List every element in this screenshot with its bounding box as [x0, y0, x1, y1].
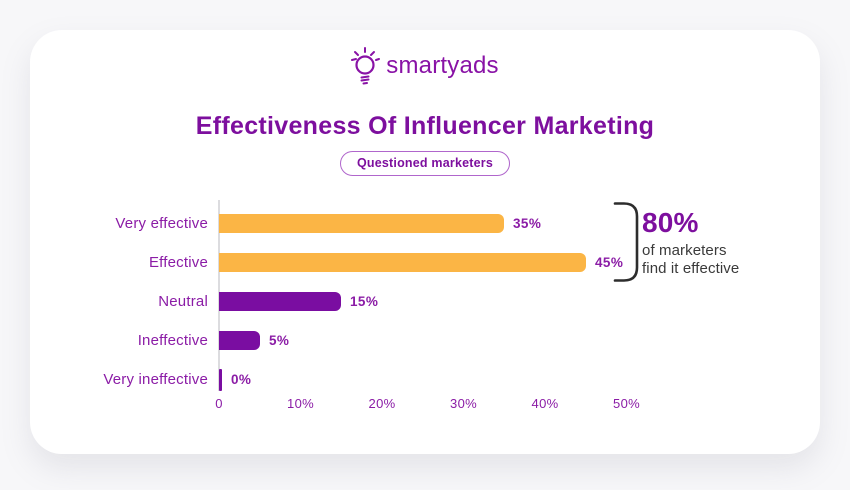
annotation: 80% of marketers find it effective	[642, 209, 812, 277]
page-title: Effectiveness Of Influencer Marketing	[195, 112, 655, 140]
lightbulb-icon	[351, 47, 381, 85]
annotation-headline: 80%	[642, 207, 699, 238]
brand-name: smartyads	[386, 52, 499, 79]
badge-wrap: Questioned marketers	[0, 151, 850, 176]
x-tick-label: 30%	[450, 396, 477, 411]
value-label: 15%	[350, 294, 379, 309]
bar	[219, 368, 222, 391]
category-label: Very effective	[115, 215, 208, 232]
category-label: Effective	[148, 254, 208, 271]
category-label: Neutral	[158, 293, 208, 310]
value-label: 0%	[231, 372, 252, 387]
value-label: 45%	[595, 255, 624, 270]
x-tick-label: 0	[215, 396, 223, 411]
chart-card	[30, 30, 820, 454]
x-tick-label: 40%	[531, 396, 559, 411]
annotation-line1: of marketers	[642, 242, 727, 259]
bar	[219, 331, 260, 350]
x-tick-label: 10%	[287, 396, 314, 411]
survey-badge: Questioned marketers	[340, 151, 510, 176]
y-axis-line	[218, 200, 220, 391]
x-tick-label: 50%	[613, 396, 640, 411]
bracket-icon	[613, 202, 639, 282]
brand-logo: smartyads	[0, 46, 850, 86]
bar	[219, 253, 586, 272]
category-label: Very ineffective	[103, 371, 208, 388]
x-tick-label: 20%	[368, 396, 396, 411]
value-label: 35%	[513, 216, 542, 231]
value-label: 5%	[269, 333, 290, 348]
annotation-line2: find it effective	[642, 259, 740, 277]
category-label: Ineffective	[137, 332, 208, 349]
bar	[219, 214, 504, 233]
bar	[219, 292, 341, 311]
